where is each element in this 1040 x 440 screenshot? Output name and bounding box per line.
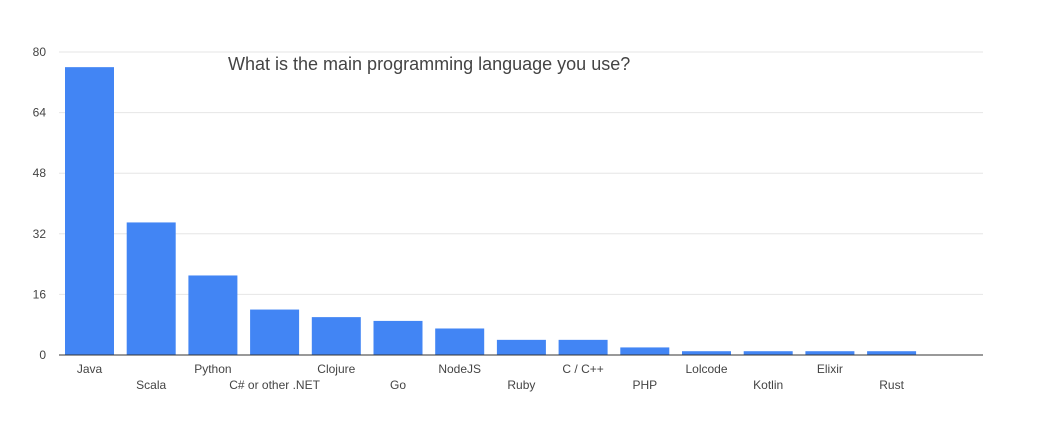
bar-python [188, 275, 238, 355]
x-category-label: Scala [136, 378, 166, 392]
y-tick-label: 48 [33, 166, 47, 180]
bar-c-or-other-net [250, 309, 300, 355]
y-tick-label: 64 [33, 106, 47, 120]
bar-nodejs [435, 328, 485, 355]
bars [65, 67, 917, 356]
x-category-label: Lolcode [685, 362, 727, 376]
x-category-label: Ruby [507, 378, 535, 392]
y-tick-label: 0 [39, 348, 46, 362]
x-category-label: Java [77, 362, 103, 376]
bar-c-c [558, 339, 608, 355]
x-category-label: NodeJS [438, 362, 481, 376]
bar-scala [126, 222, 176, 355]
bar-java [65, 67, 114, 356]
chart-title: What is the main programming language yo… [228, 54, 630, 74]
bar-elixir [805, 351, 855, 355]
y-axis-ticks: 0 16 32 48 64 80 [33, 45, 47, 362]
x-category-label: Elixir [817, 362, 843, 376]
bar-clojure [311, 317, 361, 355]
bar-go [373, 320, 423, 355]
x-category-label: Rust [879, 378, 904, 392]
x-category-label: PHP [632, 378, 657, 392]
y-tick-label: 80 [33, 45, 47, 59]
x-category-label: Clojure [317, 362, 355, 376]
bar-php [620, 347, 670, 355]
bar-kotlin [743, 351, 793, 355]
gridlines [59, 51, 983, 295]
bar-ruby [496, 339, 546, 355]
x-axis-labels: Java Scala Python C# or other .NET Clojure Go… [77, 362, 905, 392]
x-category-label: Go [390, 378, 406, 392]
bar-rust [867, 351, 917, 355]
x-category-label: C / C++ [562, 362, 603, 376]
y-tick-label: 16 [33, 287, 47, 301]
y-tick-label: 32 [33, 227, 47, 241]
bar-lolcode [682, 351, 731, 355]
x-category-label: Python [194, 362, 231, 376]
x-category-label: Kotlin [753, 378, 783, 392]
x-category-label: C# or other .NET [229, 378, 320, 392]
